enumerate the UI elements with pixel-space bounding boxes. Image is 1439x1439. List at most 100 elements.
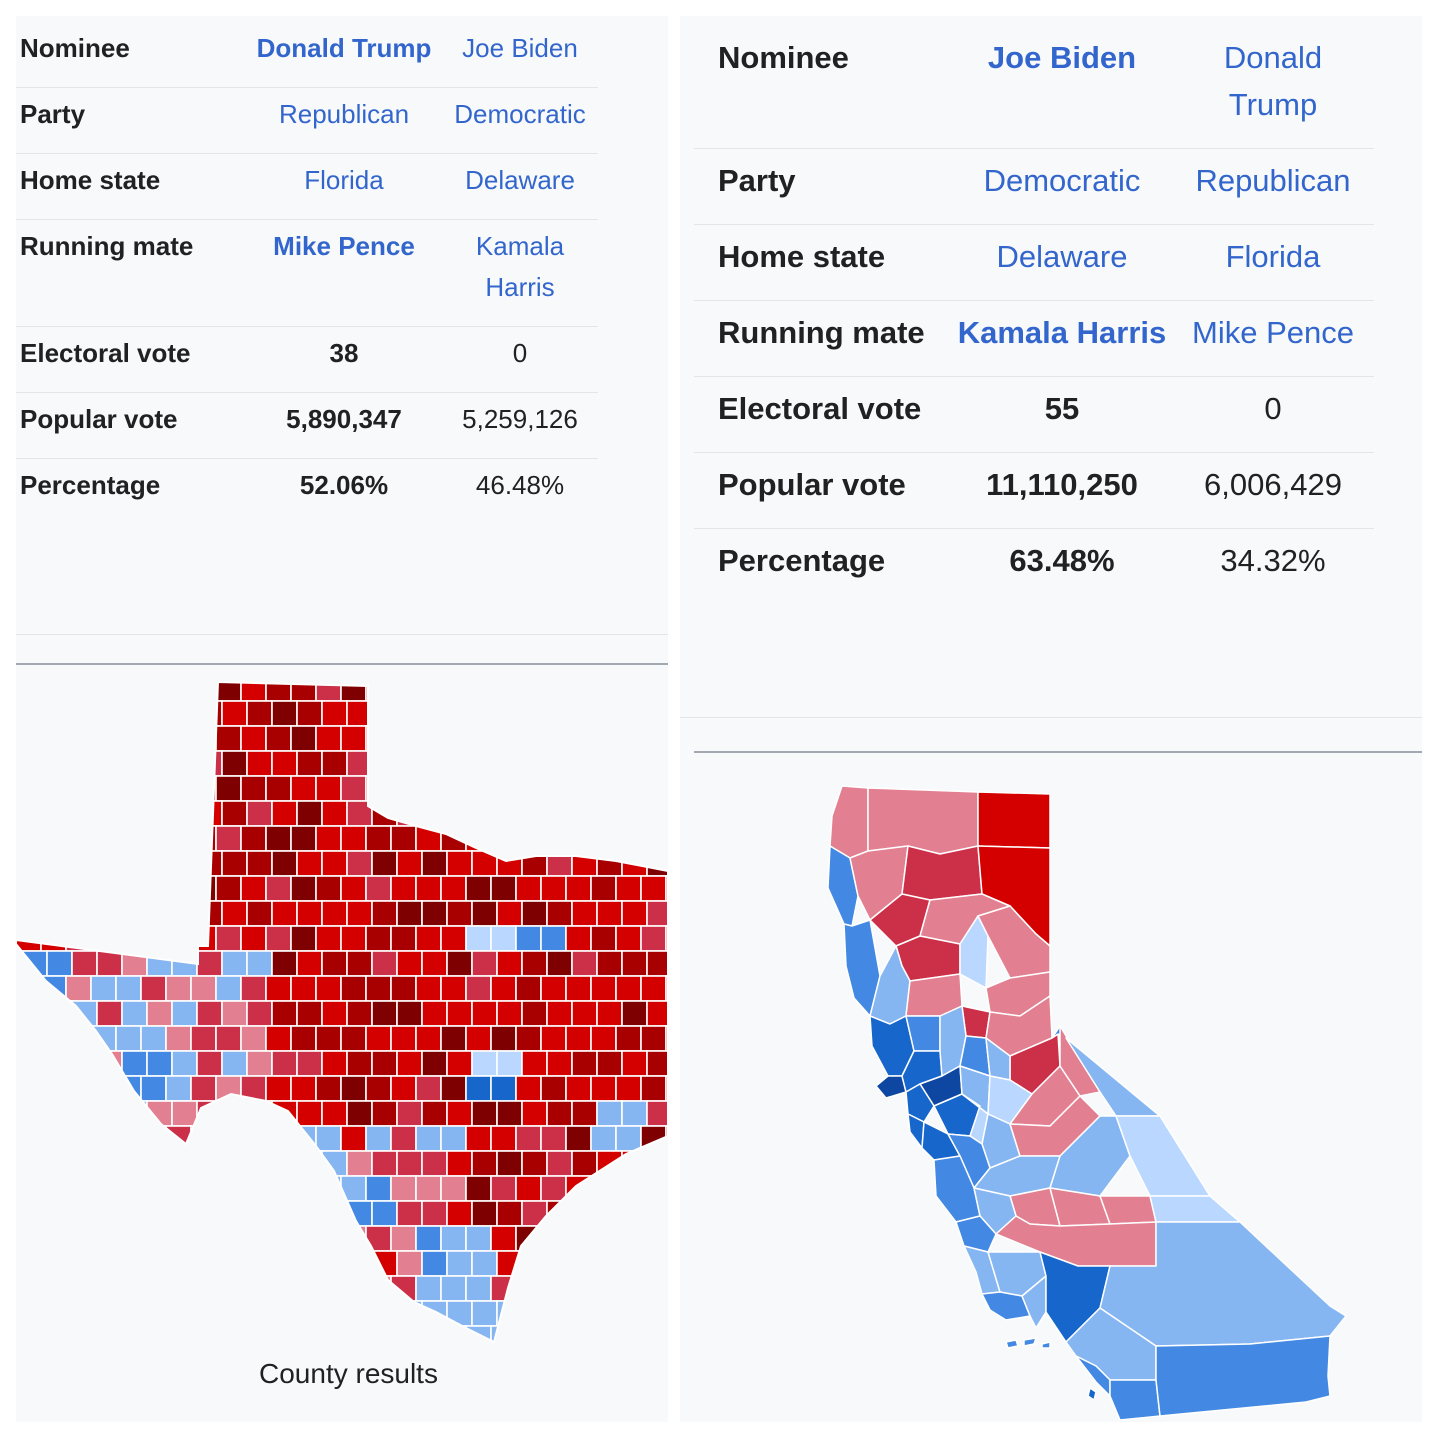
- county: [390, 825, 417, 852]
- texas-runnerup-electoral-vote: 0: [442, 326, 598, 393]
- county: [390, 925, 417, 952]
- county: [121, 850, 148, 877]
- county: [440, 1025, 467, 1052]
- county: [321, 1250, 348, 1277]
- county: [246, 950, 273, 977]
- texas-winner-running-mate-link[interactable]: Mike Pence: [246, 219, 442, 327]
- california-winner-nominee-link[interactable]: Joe Biden: [952, 26, 1172, 149]
- county: [396, 750, 423, 777]
- texas-winner-home-state-link[interactable]: Florida: [246, 153, 442, 220]
- county: [221, 950, 248, 977]
- county: [615, 1125, 642, 1152]
- california-runnerup-party-link[interactable]: Republican: [1172, 148, 1374, 225]
- county: [16, 775, 42, 802]
- county: [465, 1025, 492, 1052]
- texas-runnerup-home-state-link[interactable]: Delaware: [442, 153, 598, 220]
- county: [446, 800, 473, 827]
- california-runnerup-running-mate-link[interactable]: Mike Pence: [1172, 300, 1374, 377]
- county: [140, 775, 167, 802]
- county: [540, 1025, 567, 1052]
- county: [396, 1100, 423, 1127]
- percentage-label: Percentage: [20, 470, 161, 500]
- county: [215, 775, 242, 802]
- county: [340, 875, 367, 902]
- county: [190, 1025, 217, 1052]
- california-winner-home-state-link[interactable]: Delaware: [952, 224, 1172, 301]
- county: [540, 875, 567, 902]
- county: [571, 950, 598, 977]
- county: [421, 950, 448, 977]
- county: [665, 1225, 668, 1252]
- county: [471, 800, 498, 827]
- county: [115, 725, 142, 752]
- county: [390, 682, 417, 702]
- county: [171, 1100, 198, 1127]
- california-winner-party-link[interactable]: Democratic: [952, 148, 1172, 225]
- county: [296, 1300, 323, 1327]
- county: [140, 1325, 167, 1342]
- county: [540, 925, 567, 952]
- county: [140, 1275, 167, 1302]
- county: [521, 1050, 548, 1077]
- county: [16, 1225, 42, 1252]
- county: [96, 850, 123, 877]
- county: [115, 1125, 142, 1152]
- county: [640, 975, 667, 1002]
- county: [71, 700, 98, 727]
- county: [522, 1351, 547, 1376]
- electoral-vote-label: Electoral vote: [16, 326, 246, 393]
- county: [296, 750, 323, 777]
- county: [415, 1325, 442, 1342]
- county: [172, 1351, 197, 1376]
- texas-winner-popular-vote: 5,890,347: [246, 392, 442, 459]
- county: [875, 1075, 907, 1099]
- county: [515, 925, 542, 952]
- texas-winner-party-link[interactable]: Republican: [246, 87, 442, 154]
- texas-runnerup-nominee-link[interactable]: Joe Biden: [442, 22, 598, 88]
- california-map-separator: [694, 751, 1422, 753]
- county: [640, 1075, 667, 1102]
- county: [96, 950, 123, 977]
- county: [540, 1325, 567, 1342]
- county: [490, 1075, 517, 1102]
- county: [296, 1150, 323, 1177]
- texas-winner-nominee-link[interactable]: Donald Trump: [246, 22, 442, 88]
- popular-vote-row: Popular vote 11,110,250 6,006,429: [694, 452, 1374, 529]
- county: [321, 1100, 348, 1127]
- county: [196, 1250, 223, 1277]
- texas-runnerup-running-mate-link[interactable]: Kamala Harris: [442, 219, 598, 327]
- county: [190, 875, 217, 902]
- california-runnerup-nominee-link[interactable]: Donald Trump: [1172, 26, 1374, 149]
- county: [315, 925, 342, 952]
- county: [415, 1125, 442, 1152]
- county: [121, 750, 148, 777]
- county: [615, 1225, 642, 1252]
- county: [621, 750, 648, 777]
- county: [496, 1200, 523, 1227]
- county: [465, 925, 492, 952]
- county: [590, 975, 617, 1002]
- county: [121, 1100, 148, 1127]
- texas-runnerup-party-link[interactable]: Democratic: [442, 87, 598, 154]
- county: [340, 975, 367, 1002]
- county: [640, 682, 667, 702]
- county: [296, 850, 323, 877]
- county: [90, 775, 117, 802]
- county: [521, 1150, 548, 1177]
- county: [390, 725, 417, 752]
- county: [315, 775, 342, 802]
- county: [221, 800, 248, 827]
- county: [271, 1200, 298, 1227]
- county: [271, 900, 298, 927]
- california-runnerup-home-state-link[interactable]: Florida: [1172, 224, 1374, 301]
- county: [196, 1000, 223, 1027]
- county: [465, 1175, 492, 1202]
- county: [90, 975, 117, 1002]
- county: [396, 900, 423, 927]
- county: [171, 1150, 198, 1177]
- popular-vote-label: Popular vote: [694, 452, 952, 529]
- county: [115, 875, 142, 902]
- county: [146, 1050, 173, 1077]
- california-winner-running-mate-link[interactable]: Kamala Harris: [952, 300, 1172, 377]
- county: [390, 1225, 417, 1252]
